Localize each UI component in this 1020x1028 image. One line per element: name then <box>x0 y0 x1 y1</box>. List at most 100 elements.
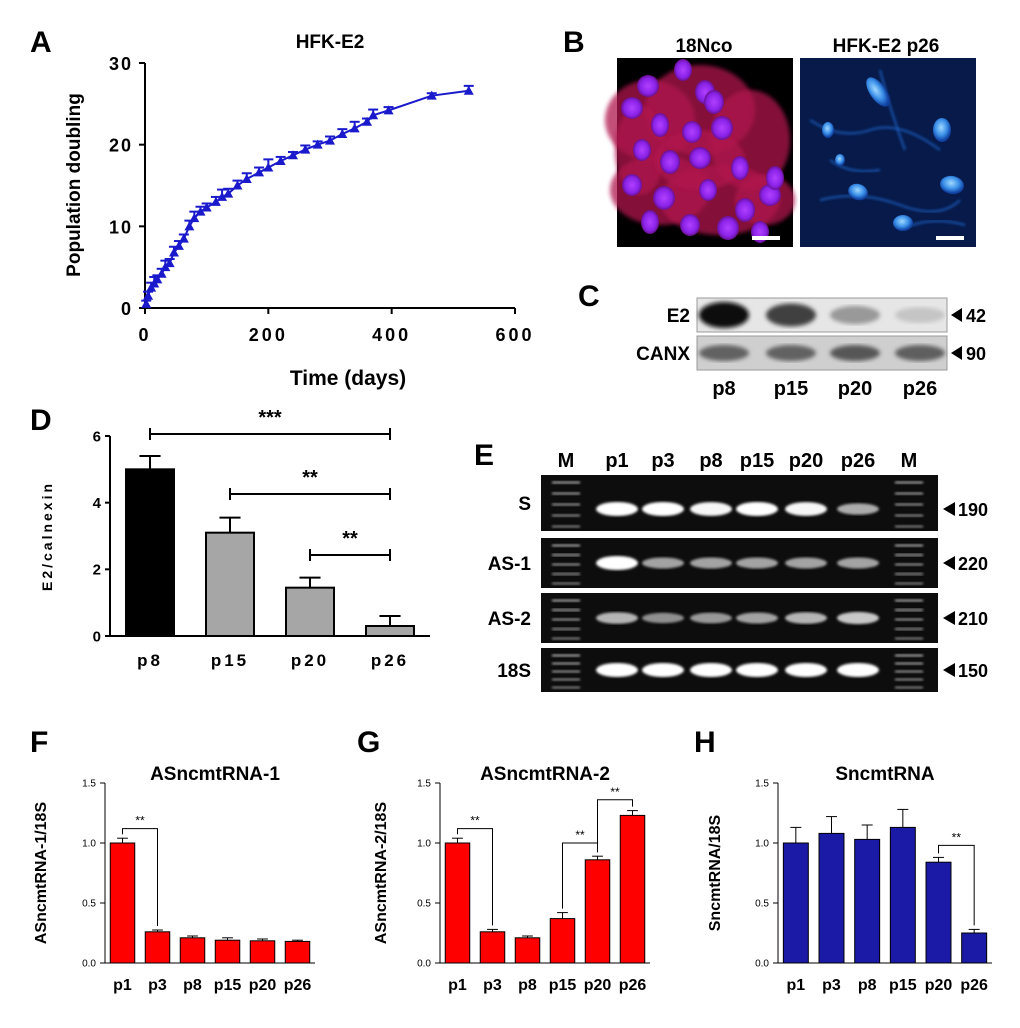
ladder-band <box>895 670 923 673</box>
panel-f-bar-chart: 0.0 0.5 1.0 1.5 p1 p3 p8 p15 p20 p26 ASncmtRNA-1 AS… <box>33 764 315 994</box>
panel-b-microscopy: 18Nco HFK-E2 p26 <box>605 36 976 247</box>
y-tick-label: 1.0 <box>417 839 431 850</box>
data-point <box>368 110 379 120</box>
gel-lane-label: p26 <box>841 450 875 472</box>
size-arrow <box>943 663 955 677</box>
blot-band <box>699 345 749 361</box>
gel-band <box>736 663 778 677</box>
gel-band <box>642 663 684 677</box>
size-arrow <box>951 346 962 360</box>
significance-bracket <box>122 828 158 926</box>
nucleus <box>735 198 755 222</box>
nucleus <box>699 179 717 201</box>
size-label: 42 <box>966 306 986 326</box>
bar <box>818 832 845 964</box>
x-axis-label: Time (days) <box>290 367 406 390</box>
y-tick-label: 1.0 <box>755 839 769 850</box>
ladder-band <box>895 492 923 495</box>
panel-h-bar-chart: 0.0 0.5 1.0 1.5 p1 p3 p8 p15 p20 p26 SncmtRNA Sncmt… <box>707 764 992 994</box>
ladder-band <box>895 678 923 681</box>
category-label: p8 <box>518 977 537 994</box>
gel-band <box>785 557 827 569</box>
size-label: 220 <box>958 554 988 574</box>
scale-bar <box>936 236 964 240</box>
nucleus <box>682 121 702 143</box>
ladder-band <box>552 678 580 681</box>
nucleus <box>680 214 700 236</box>
data-point <box>275 156 286 165</box>
category-label: p3 <box>822 977 841 994</box>
data-point <box>349 123 360 133</box>
data-point <box>254 167 265 177</box>
bar <box>514 937 541 964</box>
gel-row-label: AS-1 <box>488 554 532 575</box>
lane-label: p20 <box>838 378 872 400</box>
bar <box>214 939 241 964</box>
ladder-band <box>552 544 580 547</box>
bar <box>782 842 809 964</box>
ladder-band <box>552 553 580 557</box>
blot-row-label: CANX <box>636 344 690 365</box>
gel-row-label: S <box>518 494 531 515</box>
significance-label: ** <box>470 814 480 828</box>
gel-band <box>596 502 638 516</box>
significance-bracket <box>938 844 975 926</box>
data-point <box>201 202 212 212</box>
nucleus <box>689 147 711 169</box>
significance-label: ** <box>342 528 358 550</box>
y-tick-label: 6 <box>93 428 101 445</box>
panel-c-western-blot: E2 42 CANX 90 p8 p15 p20 p26 <box>636 297 986 400</box>
size-label: 90 <box>966 344 986 364</box>
bar <box>925 861 952 964</box>
ladder-band <box>552 525 580 528</box>
nucleus <box>848 183 868 201</box>
gel-band <box>837 557 879 569</box>
ladder-band <box>552 503 580 506</box>
nucleus <box>822 122 834 138</box>
gel-band <box>642 612 684 624</box>
x-tick-label: 200 <box>249 325 288 345</box>
category-label: p26 <box>371 651 409 670</box>
gel-band <box>690 663 732 677</box>
size-arrow <box>951 308 962 322</box>
gel-band <box>837 611 879 625</box>
panel-letter-b: B <box>563 26 585 59</box>
category-label: p8 <box>137 651 163 670</box>
data-point <box>223 188 234 198</box>
chart-title: ASncmtRNA-1 <box>150 764 280 785</box>
nucleus <box>717 216 739 240</box>
blot-band <box>830 345 880 361</box>
data-point <box>362 116 372 126</box>
chart-title: HFK-E2 <box>296 32 365 53</box>
category-label: p26 <box>619 977 647 994</box>
y-tick-label: 0.0 <box>82 959 96 970</box>
blot-band <box>766 345 816 361</box>
blot-band <box>895 345 945 361</box>
category-label: p3 <box>483 977 502 994</box>
data-point <box>178 233 189 243</box>
x-tick-label: 600 <box>495 325 534 345</box>
data-point <box>156 268 167 278</box>
y-axis-label: ASncmtRNA-1/18S <box>33 802 50 945</box>
category-label: p26 <box>960 977 988 994</box>
bar <box>179 937 206 964</box>
nucleus <box>893 215 913 231</box>
bar <box>125 468 175 638</box>
category-label: p8 <box>183 977 202 994</box>
ladder-band <box>552 563 580 566</box>
significance-label: ** <box>135 814 145 828</box>
cytoskeleton-fiber <box>829 158 881 173</box>
lane-label: p26 <box>903 378 937 400</box>
bar <box>619 814 646 964</box>
panel-letter-a: A <box>30 26 52 59</box>
y-tick-label: 0 <box>93 628 101 645</box>
panel-g-bar-chart: 0.0 0.5 1.0 1.5 p1 p3 p8 p15 p20 p26 ASncmtRNA-2 AS… <box>373 764 650 994</box>
bar <box>479 931 506 964</box>
gel-band <box>690 502 732 516</box>
bar <box>549 918 576 964</box>
ladder-band <box>552 608 580 612</box>
ladder-band <box>895 514 923 517</box>
significance-label: ** <box>610 785 620 799</box>
bar <box>854 838 881 964</box>
